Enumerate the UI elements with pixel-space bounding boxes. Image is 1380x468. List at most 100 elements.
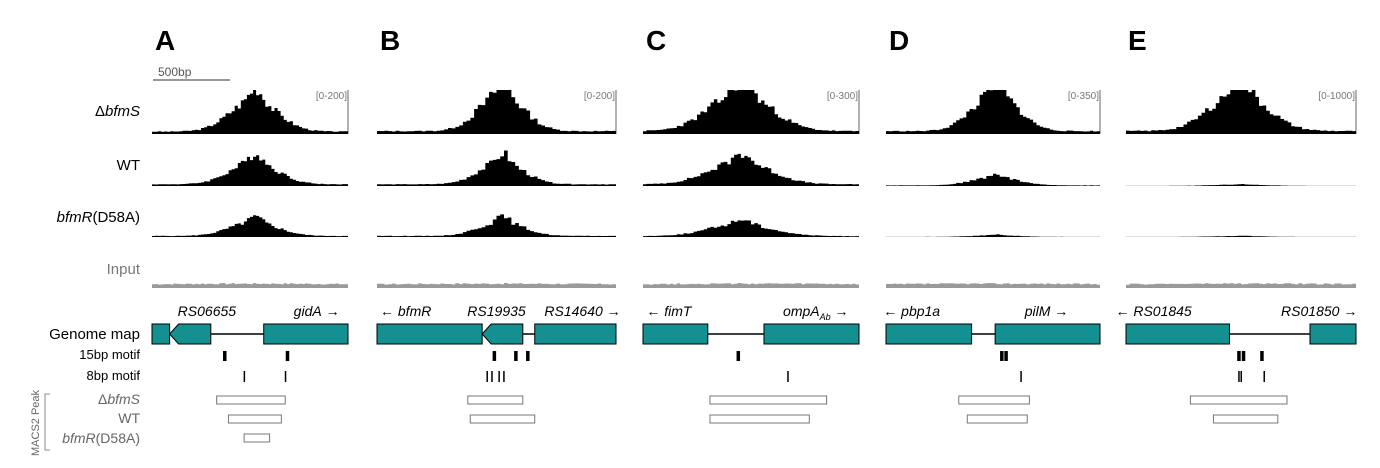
range-label: [0-1000] [1318,91,1355,102]
signal-track [152,215,348,237]
gene-label: RS01850 → [1281,303,1357,319]
gene-label: ← pbp1a [883,303,940,319]
panel-letter: D [889,25,909,56]
panel-d: D [0-350] ← pbp1a pilM → [883,25,1101,424]
macs2-peak-box [709,414,810,424]
motif-8bp-mark [491,371,493,382]
gene-arrow-left [481,323,524,345]
gene-block [885,323,973,345]
motif-8bp-mark [486,371,488,382]
range-label: [0-200] [584,91,615,102]
panel-letter: A [155,25,175,56]
signal-track [643,90,859,134]
macs2-peak-box [1189,395,1288,405]
panel-b: B [0-200] ← bfmR RS19935 RS14640 → [376,25,621,424]
gene-label: ← RS01845 [1115,303,1191,319]
signal-track [886,234,1100,237]
gene-block [534,323,617,345]
motif-8bp-mark [243,371,246,382]
gene-arrow-left [168,323,212,345]
motif-15bp-mark [1000,351,1004,361]
motif-15bp-mark [1004,351,1008,361]
gene-block [763,323,860,345]
macs2-peak-box [709,395,828,405]
input-track [152,283,348,288]
signal-track [886,173,1100,186]
gene-label: ompAAb → [783,303,848,322]
panel-c: C [0-300] ← fimT ompAAb → [642,25,860,424]
row-label-bfmr-d58a: bfmR(D58A) [57,209,140,226]
scale-bar: 500bp [153,65,230,81]
signal-track [643,153,859,186]
row-labels: ΔbfmS WT bfmR(D58A) Input Genome map 15b… [30,103,141,456]
macs2-peak-box [1212,414,1279,424]
motif-15bp-mark [736,351,741,361]
macs2-peak-box [467,395,524,405]
signal-track [1126,184,1356,186]
panel-letter: E [1128,25,1147,56]
motif-15bp-mark [514,351,518,361]
gene-block [994,323,1101,345]
gene-label: RS14640 → [544,303,620,319]
macs2-bracket [44,393,50,451]
peak-label-wt: WT [118,410,140,426]
row-label-genome-map: Genome map [49,326,140,343]
motif-8bp-mark [787,371,789,382]
signal-track [152,90,348,134]
panel-a: A [0-200] RS06655 gidA → [151,25,349,443]
signal-track [152,155,348,186]
row-label-8bp-motif: 8bp motif [87,368,141,383]
macs2-peak-box [958,395,1030,405]
panels: A [0-200] RS06655 gidA → B [0-200] ← bfmR RS199… [151,25,1357,443]
motif-8bp-mark [284,371,287,382]
gene-block [1125,323,1230,345]
motif-8bp-mark [1020,371,1022,382]
gene-block [1309,323,1357,345]
panel-letter: B [380,25,400,56]
gene-block [642,323,709,345]
motif-15bp-mark [1260,351,1264,361]
range-label: [0-200] [316,91,347,102]
motif-15bp-mark [1241,351,1246,361]
row-label-input: Input [107,261,141,278]
panel-letter: C [646,25,666,56]
gene-label: ← bfmR [380,303,431,319]
motif-15bp-mark [492,351,497,361]
signal-track [1126,90,1356,134]
signal-track [377,214,616,237]
macs2-peak-label: MACS2 Peak [30,389,42,456]
motif-8bp-mark [1238,371,1240,382]
motif-15bp-mark [285,351,290,361]
gene-block [376,323,483,345]
signal-track [1126,235,1356,237]
gene-label: pilM → [1024,303,1069,319]
macs2-peak-box [243,433,271,443]
gene-block [263,323,349,345]
row-label-15bp-motif: 15bp motif [79,347,140,362]
gene-label: gidA → [294,303,340,319]
macs2-peak-box [216,395,286,405]
motif-8bp-mark [1240,371,1242,382]
panel-e: E [0-1000] ← RS01845 RS01850 → [1115,25,1357,424]
motif-15bp-mark [526,351,530,361]
scale-bar-label: 500bp [158,65,192,79]
peak-label-dbfms: ΔbfmS [98,391,141,407]
input-track [886,283,1100,288]
gene-label: ← fimT [646,303,693,319]
motif-8bp-mark [503,371,505,382]
range-label: [0-350] [1068,91,1099,102]
gene-label: RS19935 [467,303,526,319]
signal-track [643,220,859,237]
motif-15bp-mark [1237,351,1241,361]
gene-block [151,323,171,345]
peak-label-bfmr-d58a: bfmR(D58A) [62,430,140,446]
input-track [1126,283,1356,288]
macs2-peak-box [966,414,1028,424]
input-track [377,283,616,288]
motif-8bp-mark [498,371,500,382]
row-label-wt: WT [117,157,140,174]
gene-label: RS06655 [178,303,237,319]
macs2-peak-box [227,414,282,424]
row-label-dbfms: ΔbfmS [95,103,140,120]
